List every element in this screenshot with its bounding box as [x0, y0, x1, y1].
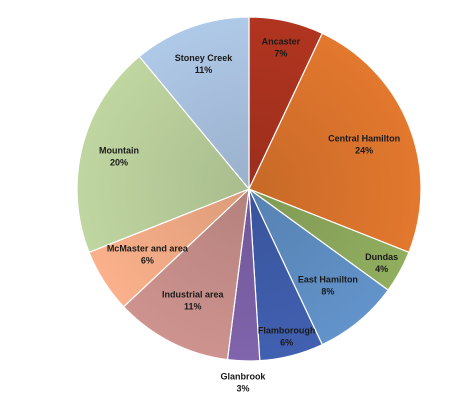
slice-value-flamborough: 6% — [280, 338, 293, 348]
pie-slice-industrial-area — [122, 187, 250, 361]
slice-label-mountain: Mountain — [99, 146, 139, 156]
slice-label-industrial-area: Industrial area — [162, 289, 225, 299]
slice-label-glanbrook: Glanbrook — [220, 372, 266, 382]
slice-label-east-hamilton: East Hamilton — [298, 274, 358, 284]
pie-slice-central-hamilton — [248, 32, 422, 254]
slice-value-mcmaster-and-area: 6% — [141, 256, 154, 266]
slice-label-ancaster: Ancaster — [262, 36, 301, 46]
pie-slice-mountain — [76, 55, 250, 254]
slice-value-stoney-creek: 11% — [195, 65, 213, 75]
slice-label-flamborough: Flamborough — [258, 326, 316, 336]
slice-value-glanbrook: 3% — [236, 384, 249, 394]
slice-value-central-hamilton: 24% — [355, 145, 373, 155]
slice-label-mcmaster-and-area: McMaster and area — [107, 244, 189, 254]
slice-label-central-hamilton: Central Hamilton — [328, 133, 400, 143]
pie-slice-stoney-creek — [138, 16, 250, 191]
pie-labels: Ancaster 7% Central Hamilton 24% Dundas 4% Eas… — [99, 36, 400, 393]
slice-value-ancaster: 7% — [274, 48, 287, 58]
slice-label-stoney-creek: Stoney Creek — [175, 53, 234, 63]
slice-value-mountain: 20% — [110, 158, 128, 168]
slice-value-dundas: 4% — [375, 264, 388, 274]
pie-slices — [76, 16, 422, 362]
slice-value-east-hamilton: 8% — [321, 286, 334, 296]
slice-value-industrial-area: 11% — [184, 301, 202, 311]
slice-label-dundas: Dundas — [365, 252, 398, 262]
